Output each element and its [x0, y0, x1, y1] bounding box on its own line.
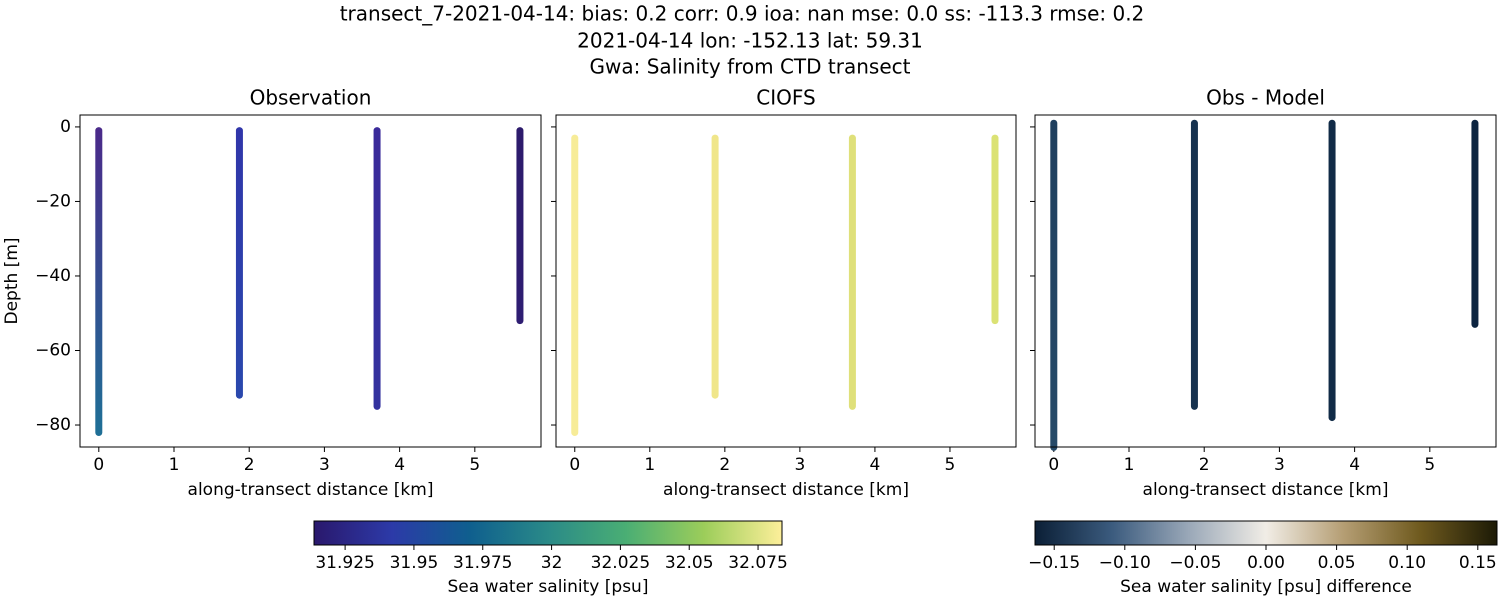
colorbar-tick-label: −0.10: [1099, 553, 1151, 573]
y-tick-label: −40: [35, 266, 71, 286]
panel-title: Obs - Model: [1206, 86, 1325, 110]
y-tick-label: −80: [35, 415, 71, 435]
x-tick-label: 3: [794, 455, 805, 475]
colorbar-tick-label: −0.05: [1169, 553, 1221, 573]
panel-title: CIOFS: [756, 86, 815, 110]
x-tick-label: 3: [319, 455, 330, 475]
x-tick-label: 5: [1424, 455, 1435, 475]
colorbar-tick-label: 0.10: [1388, 553, 1426, 573]
colorbar-tick-label: 32.025: [591, 553, 650, 573]
suptitle: transect_7-2021-04-14: bias: 0.2 corr: 0…: [340, 2, 1145, 26]
colorbar-tick-label: 31.95: [390, 553, 439, 573]
colorbar-tick-label: 0.05: [1318, 553, 1356, 573]
x-tick-label: 4: [394, 455, 405, 475]
axes-frame: [555, 114, 1017, 448]
x-tick-label: 0: [1048, 455, 1059, 475]
x-tick-label: 1: [1124, 455, 1135, 475]
x-tick-label: 2: [1199, 455, 1210, 475]
colorbar-label: Sea water salinity [psu] difference: [1120, 577, 1412, 597]
colorbar-tick-label: 32.05: [665, 553, 714, 573]
x-tick-label: 4: [1349, 455, 1360, 475]
x-tick-label: 2: [719, 455, 730, 475]
y-tick-label: −60: [35, 340, 71, 360]
x-tick-label: 1: [169, 455, 180, 475]
colorbar-label: Sea water salinity [psu]: [448, 577, 649, 597]
colorbar: [1034, 520, 1498, 546]
colorbar-tick-label: 32: [541, 553, 563, 573]
colorbar-tick-label: 0.15: [1459, 553, 1497, 573]
colorbar-tick-label: 0.00: [1247, 553, 1285, 573]
colorbar-tick-label: −0.15: [1028, 553, 1080, 573]
colorbar-tick-label: 32.075: [728, 553, 787, 573]
colorbar-tick-label: 31.925: [315, 553, 374, 573]
x-tick-label: 1: [644, 455, 655, 475]
y-axis-label: Depth [m]: [2, 237, 22, 324]
x-axis-label: along-transect distance [km]: [1143, 480, 1389, 500]
x-tick-label: 0: [93, 455, 104, 475]
x-axis-label: along-transect distance [km]: [188, 480, 434, 500]
x-tick-label: 4: [870, 455, 881, 475]
axes-frame: [79, 114, 542, 448]
x-axis-label: along-transect distance [km]: [663, 480, 909, 500]
x-tick-label: 5: [469, 455, 480, 475]
suptitle: 2021-04-14 lon: -152.13 lat: 59.31: [577, 29, 923, 53]
panel-title: Observation: [250, 86, 372, 110]
colorbar: [313, 520, 783, 546]
suptitle: Gwa: Salinity from CTD transect: [590, 55, 911, 79]
x-tick-label: 0: [569, 455, 580, 475]
axes-frame: [1034, 114, 1497, 448]
x-tick-label: 2: [244, 455, 255, 475]
colorbar-tick-label: 31.975: [453, 553, 512, 573]
x-tick-label: 5: [945, 455, 956, 475]
x-tick-label: 3: [1274, 455, 1285, 475]
y-tick-label: −20: [35, 191, 71, 211]
y-tick-label: 0: [60, 117, 71, 137]
